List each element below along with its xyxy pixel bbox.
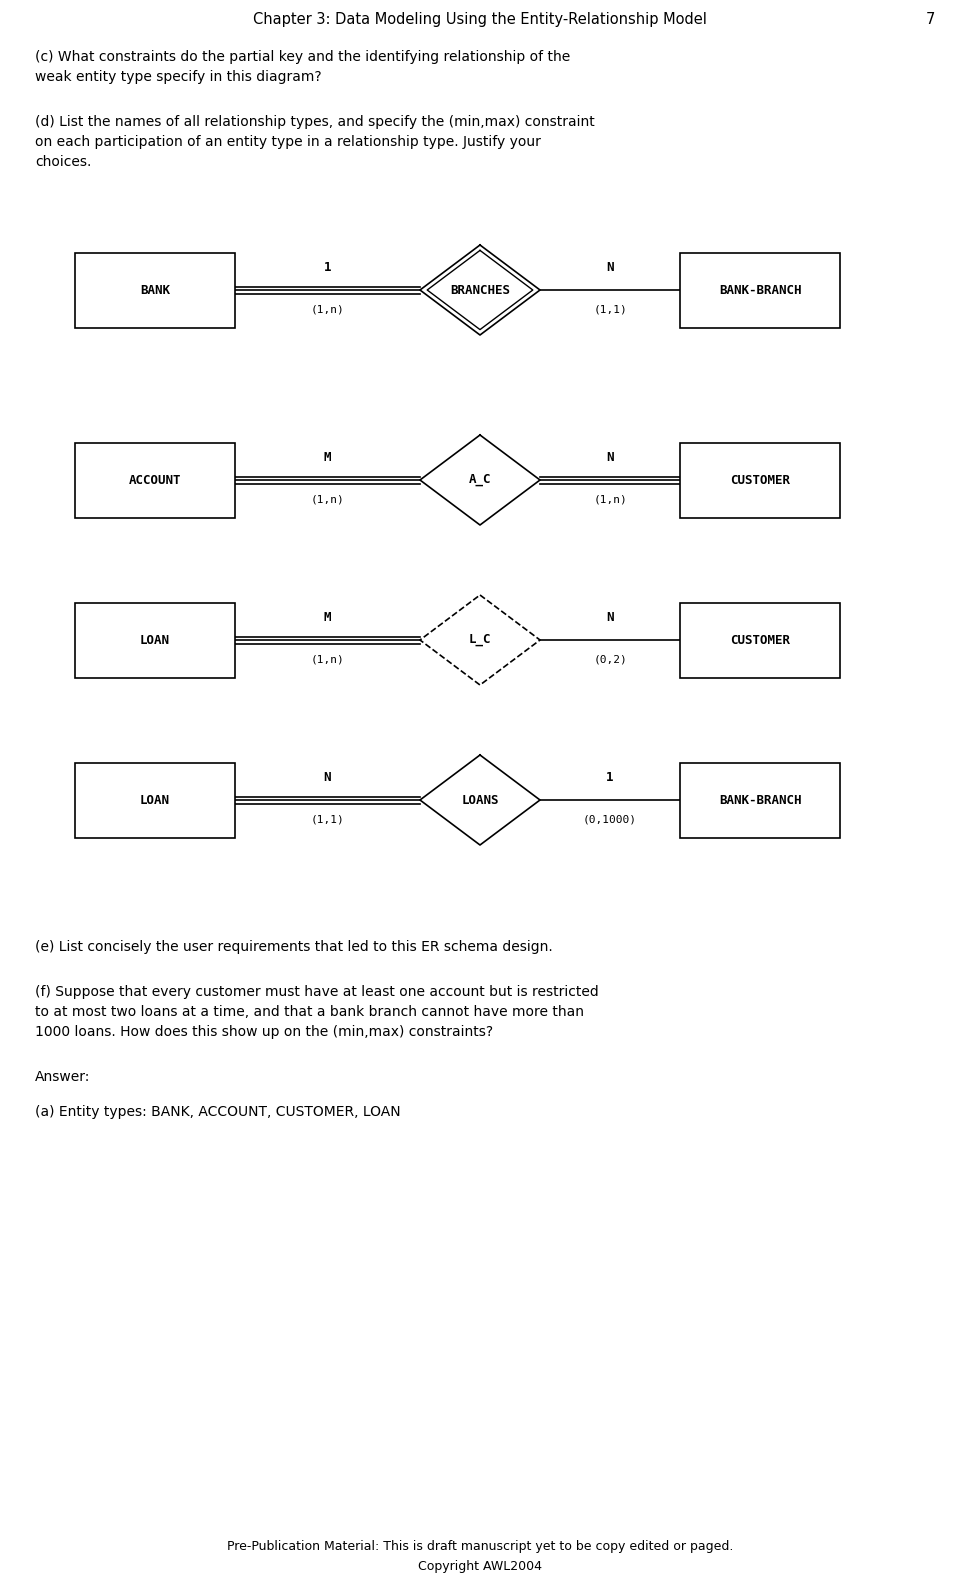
Text: (1,n): (1,n) (311, 494, 345, 503)
Text: L_C: L_C (468, 634, 492, 646)
Text: M: M (324, 451, 331, 464)
Text: N: N (607, 260, 613, 275)
Text: (d) List the names of all relationship types, and specify the (min,max) constrai: (d) List the names of all relationship t… (35, 114, 595, 129)
Text: LOANS: LOANS (461, 794, 499, 807)
Text: LOAN: LOAN (140, 634, 170, 646)
Text: CUSTOMER: CUSTOMER (730, 634, 790, 646)
FancyBboxPatch shape (75, 252, 235, 327)
FancyBboxPatch shape (680, 762, 840, 837)
Text: (f) Suppose that every customer must have at least one account but is restricted: (f) Suppose that every customer must hav… (35, 985, 599, 999)
Text: (e) List concisely the user requirements that led to this ER schema design.: (e) List concisely the user requirements… (35, 940, 553, 954)
Text: BRANCHES: BRANCHES (450, 284, 510, 297)
Text: N: N (324, 772, 331, 784)
Text: (c) What constraints do the partial key and the identifying relationship of the: (c) What constraints do the partial key … (35, 49, 570, 64)
Text: (1,n): (1,n) (593, 494, 627, 503)
FancyBboxPatch shape (680, 252, 840, 327)
FancyBboxPatch shape (75, 602, 235, 678)
FancyBboxPatch shape (680, 443, 840, 518)
Text: (1,1): (1,1) (593, 303, 627, 314)
Text: BANK: BANK (140, 284, 170, 297)
Text: (a) Entity types: BANK, ACCOUNT, CUSTOMER, LOAN: (a) Entity types: BANK, ACCOUNT, CUSTOME… (35, 1105, 400, 1120)
Text: (0,2): (0,2) (593, 654, 627, 664)
Text: N: N (607, 611, 613, 624)
Text: 1: 1 (324, 260, 331, 275)
Text: M: M (324, 611, 331, 624)
Text: (1,n): (1,n) (311, 303, 345, 314)
Text: CUSTOMER: CUSTOMER (730, 473, 790, 486)
Text: A_C: A_C (468, 473, 492, 486)
Text: to at most two loans at a time, and that a bank branch cannot have more than: to at most two loans at a time, and that… (35, 1005, 584, 1019)
FancyBboxPatch shape (75, 762, 235, 837)
Text: Chapter 3: Data Modeling Using the Entity-Relationship Model: Chapter 3: Data Modeling Using the Entit… (253, 13, 707, 27)
Text: 1000 loans. How does this show up on the (min,max) constraints?: 1000 loans. How does this show up on the… (35, 1024, 493, 1039)
Text: LOAN: LOAN (140, 794, 170, 807)
Text: Pre-Publication Material: This is draft manuscript yet to be copy edited or page: Pre-Publication Material: This is draft … (227, 1540, 733, 1553)
Text: on each participation of an entity type in a relationship type. Justify your: on each participation of an entity type … (35, 135, 540, 149)
FancyBboxPatch shape (680, 602, 840, 678)
Text: N: N (607, 451, 613, 464)
FancyBboxPatch shape (75, 443, 235, 518)
Text: 7: 7 (925, 13, 935, 27)
Text: Copyright AWL2004: Copyright AWL2004 (418, 1559, 542, 1574)
Text: (1,1): (1,1) (311, 815, 345, 824)
Text: (0,1000): (0,1000) (583, 815, 637, 824)
Text: ACCOUNT: ACCOUNT (129, 473, 181, 486)
Text: BANK-BRANCH: BANK-BRANCH (719, 794, 802, 807)
Text: weak entity type specify in this diagram?: weak entity type specify in this diagram… (35, 70, 322, 84)
Text: (1,n): (1,n) (311, 654, 345, 664)
Text: 1: 1 (607, 772, 613, 784)
Text: Answer:: Answer: (35, 1070, 90, 1085)
Text: choices.: choices. (35, 156, 91, 168)
Text: BANK-BRANCH: BANK-BRANCH (719, 284, 802, 297)
